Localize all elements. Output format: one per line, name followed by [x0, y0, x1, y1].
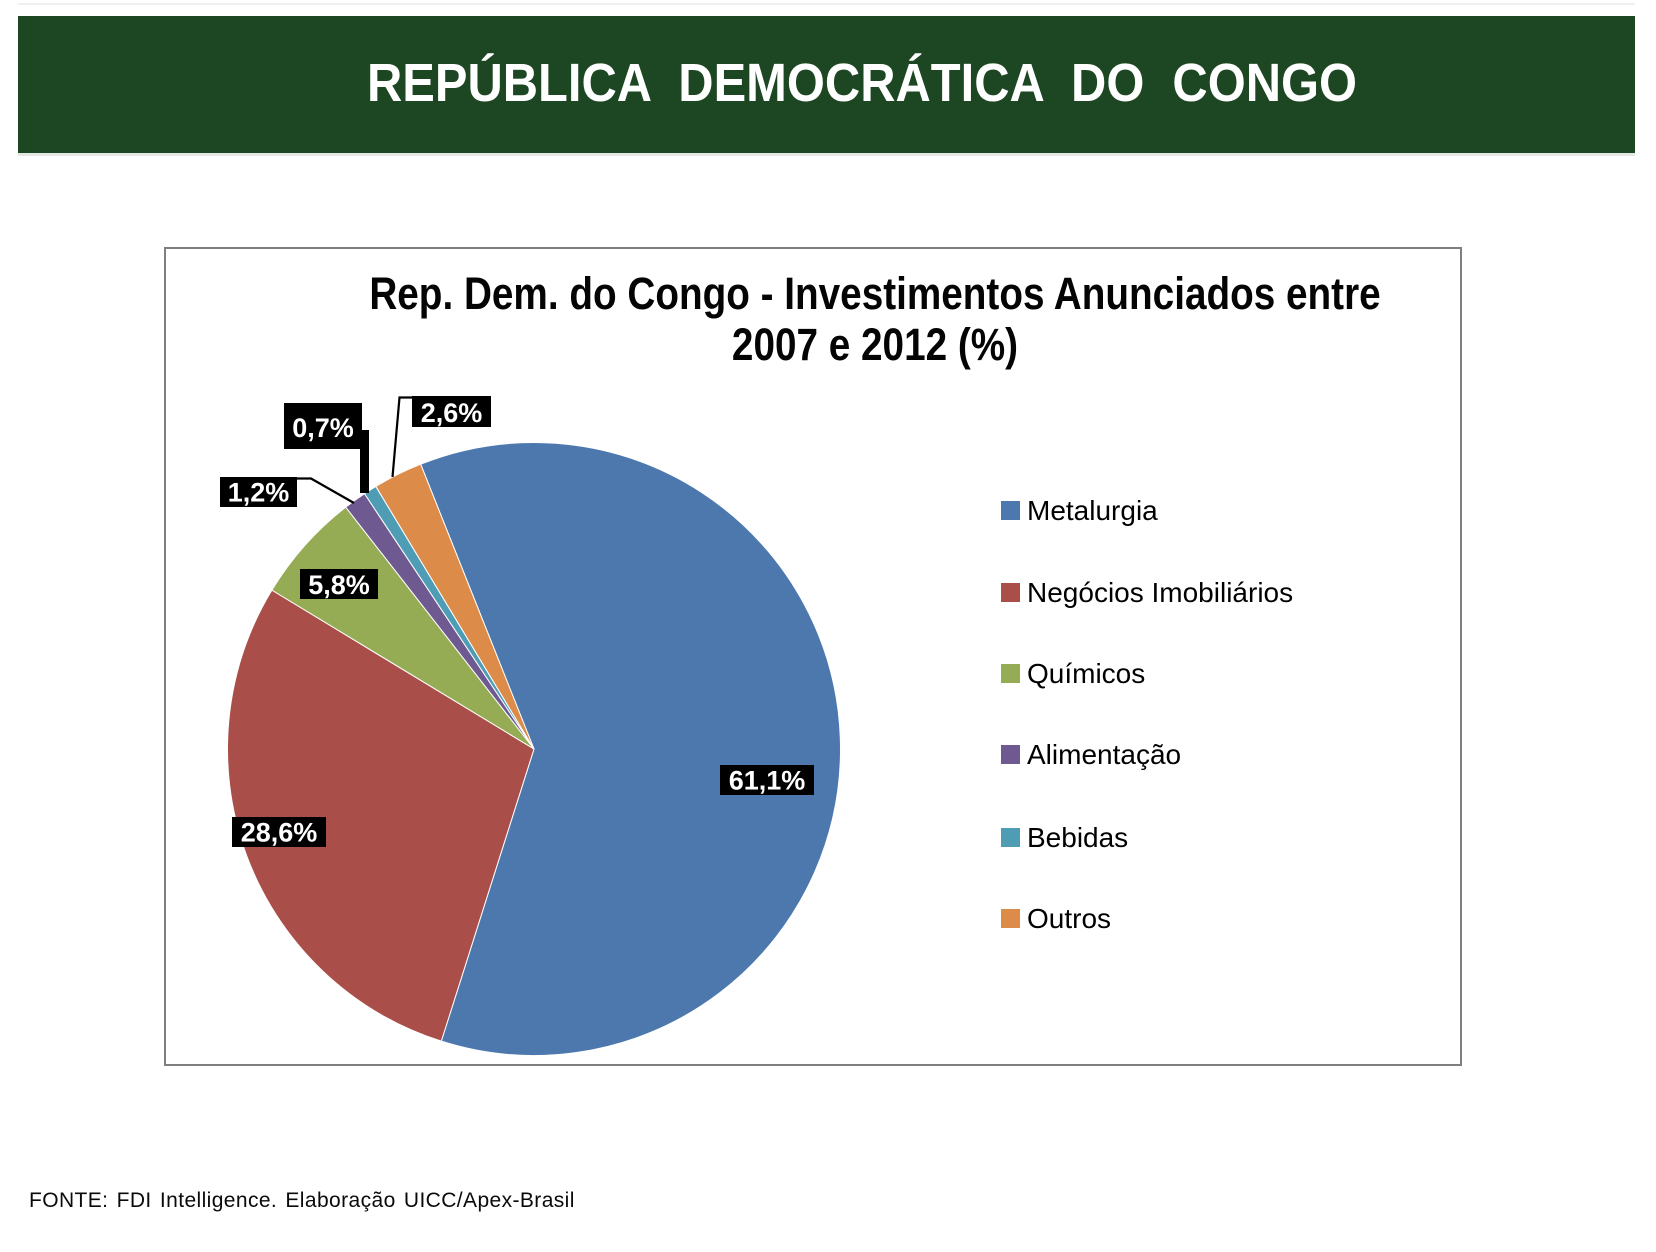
- svg-text:2,6%: 2,6%: [421, 398, 483, 428]
- svg-text:0,7%: 0,7%: [292, 413, 354, 443]
- svg-text:61,1%: 61,1%: [729, 766, 806, 796]
- svg-text:5,8%: 5,8%: [308, 570, 370, 600]
- svg-text:1,2%: 1,2%: [228, 478, 290, 508]
- svg-text:28,6%: 28,6%: [241, 818, 318, 848]
